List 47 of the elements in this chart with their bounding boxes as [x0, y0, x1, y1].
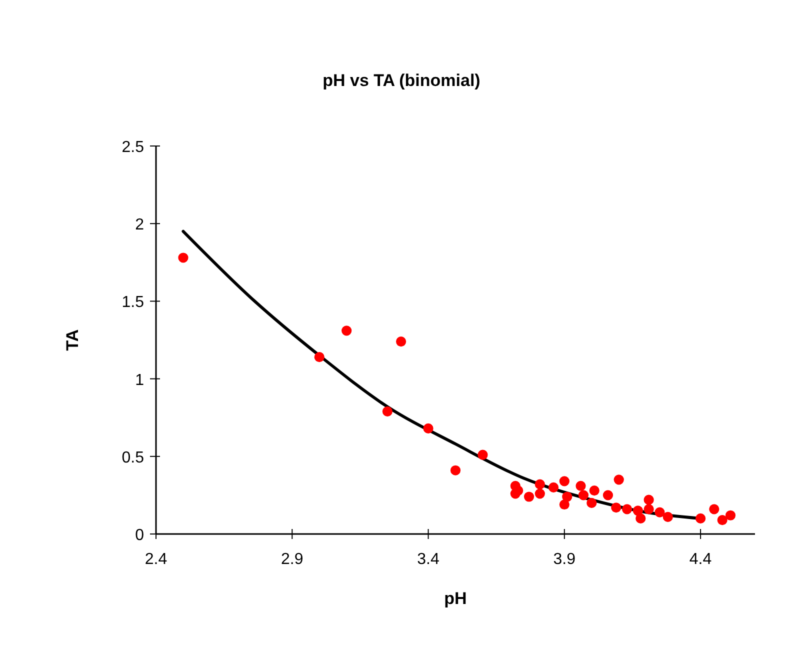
x-tick-label: 3.9 [553, 551, 576, 568]
point [342, 326, 352, 336]
point [589, 486, 600, 496]
x-tick-label: 2.9 [281, 551, 304, 568]
point [562, 492, 572, 502]
point [382, 406, 392, 416]
y-tick-label: 1 [135, 372, 144, 389]
point [178, 252, 188, 263]
x-tick-label: 3.4 [417, 551, 440, 568]
point [534, 488, 545, 499]
y-tick-label: 2 [135, 216, 144, 234]
point [725, 510, 736, 520]
point [534, 479, 545, 490]
point [662, 512, 673, 522]
point [559, 476, 570, 486]
point [450, 465, 461, 476]
point [709, 504, 720, 514]
chart-title: pH vs TA (binomial) [322, 71, 480, 90]
point [559, 499, 570, 510]
point [578, 490, 589, 500]
point [314, 352, 324, 362]
point [602, 490, 614, 500]
x-axis-title: pH [444, 589, 467, 608]
point [717, 514, 728, 526]
point [611, 502, 622, 513]
point [636, 513, 646, 524]
x-tick-label: 2.4 [144, 551, 168, 568]
y-tick-label: 0 [135, 527, 144, 544]
x-tick-label: 4.4 [689, 551, 712, 568]
point [644, 494, 654, 505]
point [396, 336, 406, 347]
point [478, 450, 488, 460]
y-tick-label: 1.5 [122, 294, 144, 312]
point [632, 506, 643, 516]
point [696, 513, 706, 524]
point [423, 423, 434, 434]
point [654, 507, 665, 518]
y-tick-label: 0.5 [122, 449, 144, 466]
y-axis-title: TA [63, 329, 82, 351]
point [614, 474, 624, 485]
point [622, 504, 632, 514]
point [586, 498, 597, 508]
y-tick-label: 2.5 [122, 139, 144, 156]
point [644, 504, 654, 514]
point [548, 482, 559, 492]
point [524, 492, 534, 502]
point [576, 480, 586, 491]
